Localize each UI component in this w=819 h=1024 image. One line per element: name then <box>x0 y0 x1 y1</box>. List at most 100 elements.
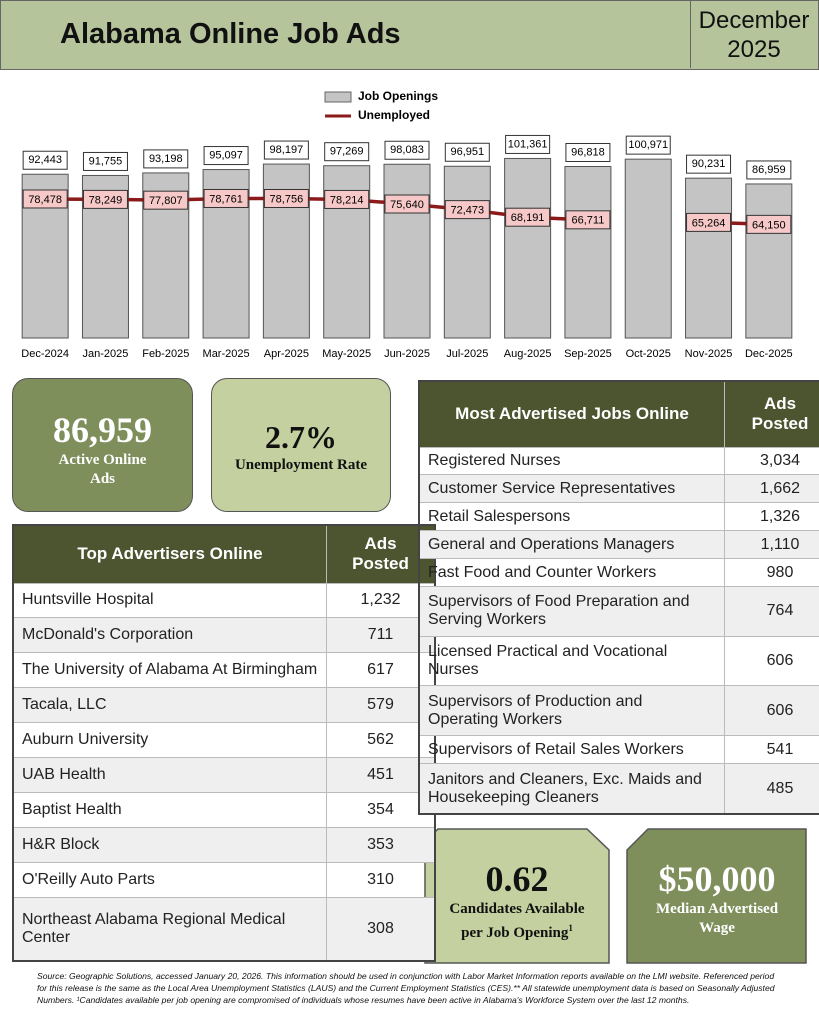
bar-value-label: 92,443 <box>28 154 62 166</box>
bar <box>564 165 612 339</box>
stat-box: 0.62 Candidates Available per Job Openin… <box>424 858 610 943</box>
row-value: 617 <box>326 652 436 689</box>
table-row: Baptist Health 354 <box>12 792 436 829</box>
row-label: Huntsville Hospital <box>12 582 327 619</box>
bar-value-label: 86,959 <box>752 164 786 176</box>
row-value: 310 <box>326 862 436 899</box>
row-value: 562 <box>326 722 436 759</box>
bar-label-box <box>625 135 671 155</box>
stat-box: 2.7% Unemployment Rate <box>211 378 391 512</box>
line-value-label: 66,711 <box>572 215 605 227</box>
stat-label: Unemployment Rate <box>234 457 368 473</box>
row-value: 606 <box>724 685 819 737</box>
row-value: 579 <box>326 687 436 724</box>
bar-value-label: 100,971 <box>628 139 668 151</box>
x-tick-label: Aug-2025 <box>504 348 552 360</box>
stat-label-text: Candidates Available per Job Opening <box>449 901 585 941</box>
row-value: 308 <box>326 897 436 962</box>
line-value-label: 78,249 <box>89 194 123 206</box>
row-value: 1,232 <box>326 582 436 619</box>
row-value: 1,662 <box>724 474 819 504</box>
line-value-label: 77,807 <box>149 195 183 207</box>
stat-value: 86,959 <box>53 410 152 450</box>
row-label: Northeast Alabama Regional Medical Cente… <box>12 897 327 962</box>
stat-label: Median Advertised Wage <box>655 901 779 936</box>
data-table: Most Advertised Jobs Online Ads Posted Reg… <box>418 380 819 815</box>
x-tick-label: Jul-2025 <box>446 348 488 360</box>
stat-label: Active Online Ads <box>58 452 147 487</box>
table-row: Registered Nurses 3,034 <box>418 446 819 476</box>
row-value: 354 <box>326 792 436 829</box>
data-table: Top Advertisers Online Ads Posted Huntsvil… <box>12 524 436 962</box>
x-tick-label: Dec-2024 <box>21 348 69 360</box>
date-month: December <box>698 7 810 34</box>
x-tick-label: Sep-2025 <box>564 348 612 360</box>
line-value-label: 75,640 <box>390 199 424 211</box>
x-tick-label: Apr-2025 <box>264 348 309 360</box>
x-tick-label: Jan-2025 <box>83 348 129 360</box>
table-body: Top Advertisers Online Ads Posted Huntsvil… <box>12 524 436 962</box>
line-value-label: 68,191 <box>511 212 545 224</box>
row-label: Customer Service Representatives <box>418 474 725 504</box>
stat-box: $50,000 Median Advertised Wage <box>626 858 808 938</box>
x-tick-label: May-2025 <box>322 348 371 360</box>
line-value-label: 72,473 <box>450 205 484 217</box>
stat-shape <box>424 828 610 964</box>
column-header: Most Advertised Jobs Online <box>418 380 725 448</box>
column-header: Ads Posted <box>326 524 436 584</box>
row-label: H&R Block <box>12 827 327 864</box>
line-label-box <box>686 212 732 232</box>
table-row: Customer Service Representatives 1,662 <box>418 474 819 504</box>
bar <box>504 157 552 339</box>
row-label: Tacala, LLC <box>12 687 327 724</box>
row-label: Supervisors of Food Preparation and Serv… <box>418 585 725 637</box>
bar-label-box <box>384 140 430 160</box>
bar-label-box <box>82 151 128 171</box>
line-label-box <box>203 188 249 208</box>
bar-label-box <box>22 150 68 170</box>
bar-value-label: 93,198 <box>149 153 183 165</box>
line-value-label: 78,756 <box>270 193 304 205</box>
line-label-box <box>444 200 490 220</box>
bar-label-box <box>143 149 189 169</box>
row-label: UAB Health <box>12 757 327 794</box>
bar-value-label: 91,755 <box>89 155 123 167</box>
table-row: H&R Block 353 <box>12 827 436 864</box>
x-tick-label: Nov-2025 <box>685 348 733 360</box>
date-box: December 2025 <box>690 0 817 68</box>
line-value-label: 65,264 <box>692 217 726 229</box>
line-label-box <box>324 189 370 209</box>
bar <box>383 163 431 339</box>
row-value: 764 <box>724 585 819 637</box>
row-label: Licensed Practical and Vocational Nurses <box>418 635 725 687</box>
row-label: The University of Alabama At Birmingham <box>12 652 327 689</box>
table-row: O'Reilly Auto Parts 310 <box>12 862 436 899</box>
bar-label-box <box>263 140 309 160</box>
chart: Job Openings Unemployed Dec-2024 Jan-2025 Fe… <box>21 89 793 360</box>
x-tick-label: Dec-2025 <box>745 348 793 360</box>
line-label-box <box>143 190 189 210</box>
bar-label-box <box>686 154 732 174</box>
table-body: Most Advertised Jobs Online Ads Posted Reg… <box>418 380 819 815</box>
bar-value-label: 97,269 <box>330 146 364 158</box>
bar-label-box <box>505 134 551 154</box>
row-value: 451 <box>326 757 436 794</box>
x-tick-label: Oct-2025 <box>626 348 671 360</box>
row-value: 3,034 <box>724 446 819 476</box>
bar-label-box <box>324 142 370 162</box>
row-value: 606 <box>724 635 819 687</box>
row-label: O'Reilly Auto Parts <box>12 862 327 899</box>
row-label: Baptist Health <box>12 792 327 829</box>
row-value: 541 <box>724 735 819 765</box>
footnote-mark: 1 <box>568 923 573 933</box>
table-header-row: Most Advertised Jobs Online Ads Posted <box>418 380 819 448</box>
stat-label: Candidates Available per Job Opening1 <box>424 900 610 943</box>
x-tick-label: Mar-2025 <box>203 348 250 360</box>
row-label: Registered Nurses <box>418 446 725 476</box>
row-label: Retail Salespersons <box>418 502 725 532</box>
header-band <box>0 0 819 70</box>
page-title: Alabama Online Job Ads <box>60 18 401 50</box>
line-label-box <box>22 189 68 209</box>
column-header: Top Advertisers Online <box>12 524 327 584</box>
row-label: Fast Food and Counter Workers <box>418 558 725 587</box>
